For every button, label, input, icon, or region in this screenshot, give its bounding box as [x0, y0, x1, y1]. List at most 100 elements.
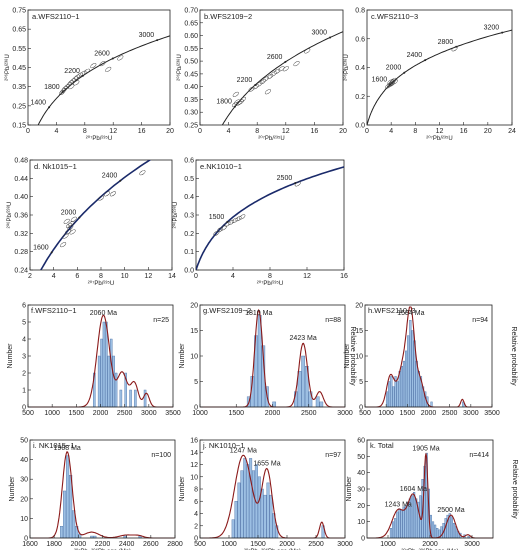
y-tick-label: 3 — [22, 354, 26, 361]
analysis-ellipse — [60, 242, 67, 248]
histogram-bar — [269, 494, 273, 539]
peak-age-label: 1247 Ma — [230, 447, 257, 454]
y-tick-label: 0.28 — [14, 249, 28, 256]
analysis-ellipse — [267, 73, 274, 79]
analysis-ellipse — [387, 79, 394, 85]
probability-density-curve — [200, 454, 345, 539]
analysis-ellipse — [99, 61, 106, 67]
histogram-bar — [114, 372, 118, 408]
concordia-curve — [37, 35, 170, 125]
x-tick-label: 1000 — [378, 410, 394, 417]
y-tick-label: 0 — [24, 536, 28, 543]
x-tick-label: 24 — [508, 128, 516, 135]
analysis-ellipse — [66, 223, 73, 229]
relative-probability-label: Relative probability — [511, 459, 518, 519]
histogram-bar — [405, 350, 408, 408]
histogram-bar — [436, 528, 439, 539]
y-tick-label: 0.8 — [355, 8, 365, 15]
histogram-bar — [392, 521, 395, 539]
histogram-bar — [251, 470, 255, 539]
y-tick-label: 6 — [22, 303, 26, 310]
histogram-bar — [246, 464, 250, 539]
histogram-bar — [301, 355, 306, 408]
y-tick-label: 0.30 — [184, 110, 198, 117]
concordia-age-label: 1400 — [31, 99, 47, 106]
x-tick-label: 12 — [303, 273, 311, 280]
x-tick-label: 2000 — [265, 410, 281, 417]
peak-age-label: 1604 Ma — [400, 486, 427, 493]
histogram-bar — [319, 401, 324, 408]
y-tick-label: 1 — [22, 388, 26, 395]
y-tick-label: 15 — [355, 328, 363, 335]
y-tick-label: 0.5 — [184, 176, 194, 183]
histogram-bar — [452, 523, 456, 539]
y-tick-label: 10 — [357, 519, 365, 526]
y-axis-label: ²⁰⁶Pb/²³⁸U — [343, 54, 350, 81]
y-tick-label: 0.45 — [184, 71, 198, 78]
sample-count-label: n=97 — [325, 452, 341, 459]
y-tick-label: 2 — [22, 371, 26, 378]
histogram-bar — [417, 371, 420, 408]
y-tick-label: 4 — [194, 511, 198, 518]
panel-title: k. Total — [370, 441, 394, 450]
concordia-age-mark — [284, 60, 287, 63]
panel-title: i. NK1015−1 — [33, 441, 75, 450]
x-tick-label: 500 — [22, 410, 34, 417]
concordia-age-label: 2600 — [94, 51, 110, 58]
x-tick-label: 6 — [75, 273, 79, 280]
analysis-ellipse — [235, 216, 242, 222]
panel-title: b.WFS2109−2 — [204, 12, 252, 21]
age-histogram-panel — [27, 304, 174, 408]
x-tick-label: 20 — [166, 128, 174, 135]
analysis-ellipse — [69, 78, 76, 84]
y-tick-label: 6 — [194, 499, 198, 506]
y-axis-label: ²⁰⁶Pb/²³⁸U — [172, 202, 179, 229]
analysis-ellipse — [231, 217, 238, 223]
analysis-ellipse — [105, 66, 112, 72]
sample-count-label: n=25 — [153, 317, 169, 324]
analysis-ellipse — [239, 214, 246, 220]
x-tick-label: 10 — [121, 273, 129, 280]
sample-count-label: n=94 — [472, 317, 488, 324]
histogram-bar — [240, 470, 244, 539]
x-tick-label: 3000 — [337, 410, 353, 417]
concordia-age-label: 1600 — [33, 244, 49, 251]
x-tick-label: 16 — [460, 128, 468, 135]
x-tick-label: 1800 — [46, 541, 62, 548]
concordia-age-label: 2000 — [61, 210, 77, 217]
histogram-bar — [249, 458, 253, 539]
y-tick-label: 12 — [190, 462, 198, 469]
histogram-bar — [398, 508, 401, 539]
y-tick-label: 20 — [20, 496, 28, 503]
histogram-bar — [272, 401, 277, 408]
histogram-bar — [402, 506, 405, 539]
x-tick-label: 1000 — [192, 410, 208, 417]
x-tick-label: 20 — [339, 128, 347, 135]
peak-age-label: 1905 Ma — [412, 445, 439, 452]
concordia-age-mark — [50, 251, 53, 254]
y-tick-label: 0.25 — [12, 103, 26, 110]
analysis-ellipse — [83, 68, 90, 74]
analysis-ellipse — [62, 233, 69, 239]
peak-age-label: 2060 Ma — [90, 310, 117, 317]
concordia-age-mark — [329, 36, 332, 39]
histogram-bar — [315, 396, 320, 408]
x-tick-label: 4 — [231, 273, 235, 280]
analysis-ellipse — [293, 61, 300, 67]
y-tick-label: 40 — [20, 457, 28, 464]
histogram-bar — [105, 321, 108, 408]
y-tick-label: 50 — [357, 454, 365, 461]
x-tick-label: 2000 — [93, 410, 109, 417]
concordia-age-label: 2400 — [102, 173, 118, 180]
y-axis-label: Number — [179, 476, 186, 502]
y-tick-label: 0.50 — [184, 59, 198, 66]
histogram-bar — [231, 519, 235, 539]
analysis-ellipse — [259, 79, 266, 85]
y-tick-label: 0.3 — [184, 213, 194, 220]
x-tick-label: 1500 — [250, 541, 266, 548]
analysis-ellipse — [139, 170, 146, 176]
analysis-ellipse — [69, 229, 76, 235]
x-axis-label: ²⁰⁷Pb/²³⁵U — [426, 135, 452, 142]
analysis-ellipse — [264, 89, 271, 95]
x-tick-label: 2600 — [143, 541, 159, 548]
